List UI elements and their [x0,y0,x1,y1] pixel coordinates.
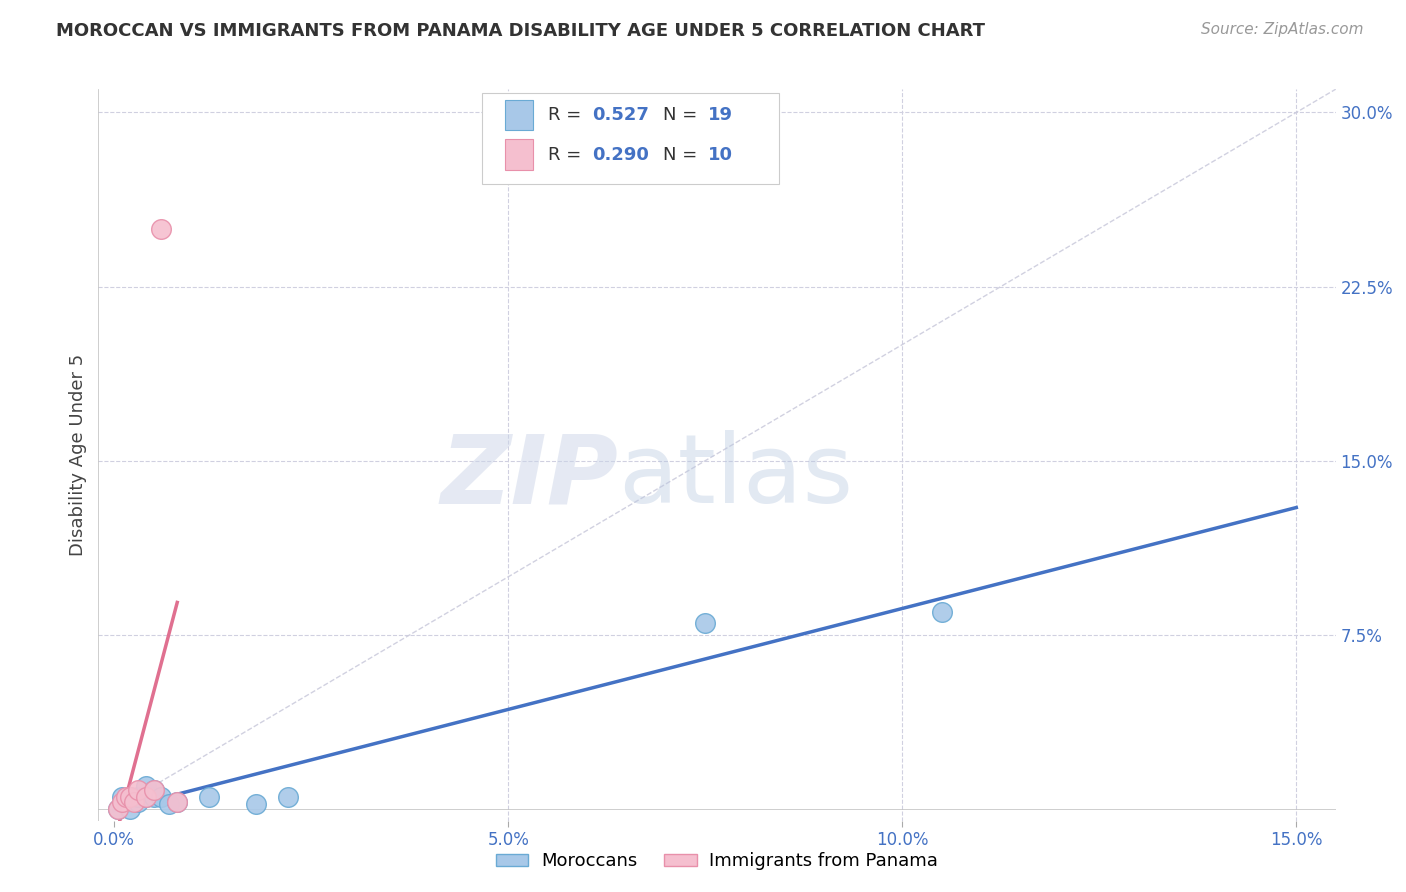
Point [135,790,157,805]
Text: N =: N = [662,145,703,163]
Point [166,795,188,809]
Point [127,795,149,809]
Point [695,616,717,631]
Point [277,790,299,805]
Point [111,790,134,805]
Point [127,783,149,797]
FancyBboxPatch shape [506,100,533,130]
Text: MOROCCAN VS IMMIGRANTS FROM PANAMA DISABILITY AGE UNDER 5 CORRELATION CHART: MOROCCAN VS IMMIGRANTS FROM PANAMA DISAB… [56,22,986,40]
Point [118,790,141,805]
Point [135,779,157,793]
Y-axis label: Disability Age Under 5: Disability Age Under 5 [69,354,87,556]
Text: N =: N = [662,106,703,124]
Point [197,790,219,805]
Point [142,783,165,797]
Text: 10: 10 [709,145,734,163]
Text: 0.290: 0.290 [592,145,650,163]
Point [115,795,138,809]
Text: 19: 19 [709,106,734,124]
Point [157,797,180,812]
Point [127,790,149,805]
Point [142,783,165,797]
Text: 0.527: 0.527 [592,106,650,124]
Point [142,790,165,805]
Point [931,605,953,619]
Point [122,795,145,809]
Point [150,221,173,235]
FancyBboxPatch shape [506,139,533,170]
Point [150,790,173,805]
Text: R =: R = [547,145,586,163]
Text: atlas: atlas [619,430,853,524]
Point [118,790,141,805]
Text: R =: R = [547,106,586,124]
Point [111,795,134,809]
Point [107,802,129,816]
Point [118,802,141,816]
Point [135,790,157,805]
FancyBboxPatch shape [482,93,779,185]
Text: Source: ZipAtlas.com: Source: ZipAtlas.com [1201,22,1364,37]
Point [245,797,267,812]
Point [115,790,138,805]
Point [107,802,129,816]
Point [166,795,188,809]
Text: ZIP: ZIP [440,430,619,524]
Legend: Moroccans, Immigrants from Panama: Moroccans, Immigrants from Panama [489,845,945,878]
